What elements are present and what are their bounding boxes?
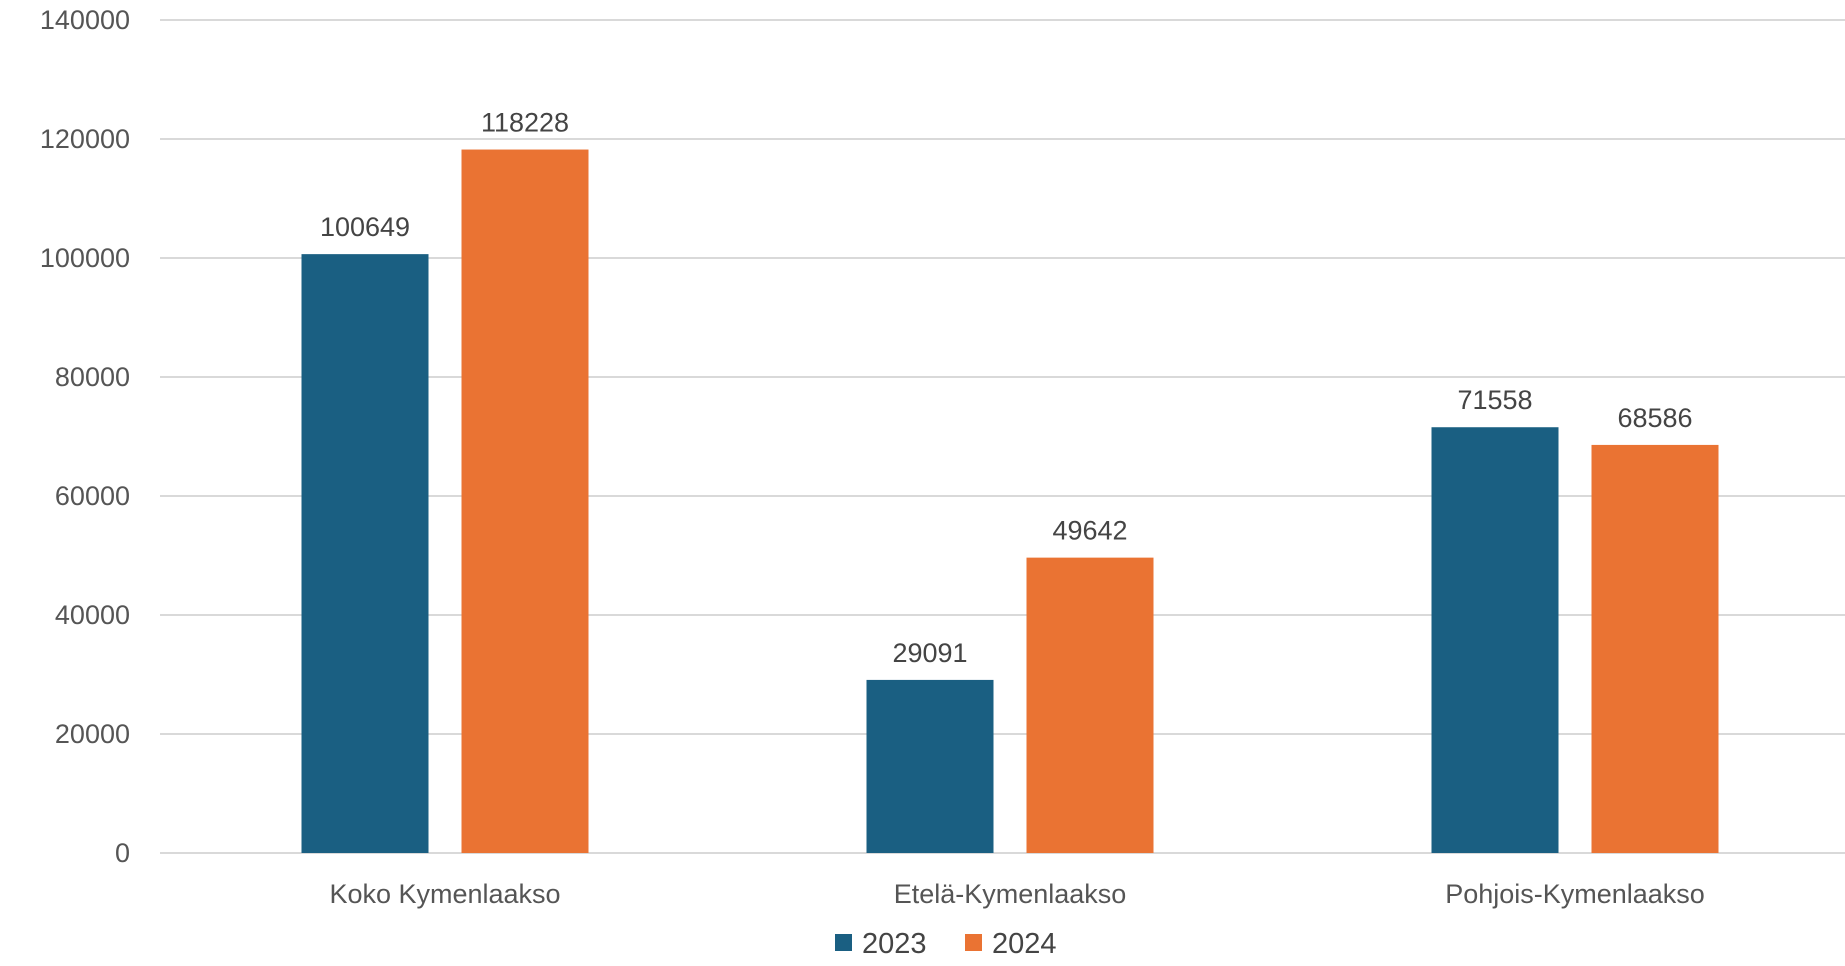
y-tick-label: 60000 [55, 481, 130, 511]
data-labels: 100649 118228 29091 49642 71558 68586 [320, 108, 1693, 668]
data-label: 71558 [1457, 385, 1532, 415]
y-tick-label: 40000 [55, 600, 130, 630]
bar-2024-1 [1026, 557, 1154, 853]
y-tick-label: 20000 [55, 719, 130, 749]
legend-label: 2023 [862, 928, 927, 960]
x-category-label: Etelä-Kymenlaakso [894, 879, 1127, 909]
data-label: 100649 [320, 212, 410, 242]
data-label: 68586 [1617, 403, 1692, 433]
legend: 2023 2024 [835, 928, 1057, 960]
y-tick-label: 140000 [40, 5, 130, 35]
gridlines [160, 19, 1845, 854]
legend-swatch [835, 934, 852, 951]
x-category-label: Koko Kymenlaakso [329, 879, 560, 909]
bar-2023-2 [1431, 427, 1559, 853]
y-tick-label: 100000 [40, 243, 130, 273]
y-tick-label: 120000 [40, 124, 130, 154]
y-tick-label: 0 [115, 838, 130, 868]
legend-swatch [965, 934, 982, 951]
bars [301, 149, 1719, 854]
data-label: 49642 [1052, 516, 1127, 546]
bar-2024-0 [461, 149, 589, 853]
bar-2023-0 [301, 254, 429, 854]
bar-2024-2 [1591, 444, 1719, 853]
x-axis-category-labels: Koko Kymenlaakso Etelä-Kymenlaakso Pohjois… [329, 879, 1704, 909]
data-label: 29091 [892, 638, 967, 668]
data-label: 118228 [481, 108, 569, 138]
legend-label: 2024 [992, 928, 1057, 960]
x-category-label: Pohjois-Kymenlaakso [1445, 879, 1705, 909]
bar-2023-1 [866, 679, 994, 853]
y-tick-label: 80000 [55, 362, 130, 392]
y-axis-tick-labels: 0 20000 40000 60000 80000 100000 120000 140000 [40, 5, 130, 868]
